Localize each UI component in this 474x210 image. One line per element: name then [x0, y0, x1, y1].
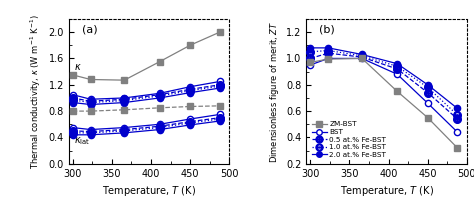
- Legend: ZM-BST, BST, 0.5 at.% Fe-BST, 1.0 at.% Fe-BST, 2.0 at.% Fe-BST: ZM-BST, BST, 0.5 at.% Fe-BST, 1.0 at.% F…: [310, 119, 389, 160]
- X-axis label: Temperature, $T$ (K): Temperature, $T$ (K): [339, 184, 434, 198]
- Text: $\kappa$: $\kappa$: [74, 62, 82, 72]
- Y-axis label: Thermal conductivity, $\kappa$ (W m$^{-1}$ K$^{-1}$): Thermal conductivity, $\kappa$ (W m$^{-1…: [28, 14, 43, 169]
- Y-axis label: Dimensionless figure of merit, $ZT$: Dimensionless figure of merit, $ZT$: [267, 20, 281, 163]
- Text: $\kappa_\mathrm{lat}$: $\kappa_\mathrm{lat}$: [74, 135, 91, 147]
- X-axis label: Temperature, $T$ (K): Temperature, $T$ (K): [102, 184, 196, 198]
- Text: (a): (a): [82, 25, 97, 35]
- Text: (b): (b): [319, 25, 335, 35]
